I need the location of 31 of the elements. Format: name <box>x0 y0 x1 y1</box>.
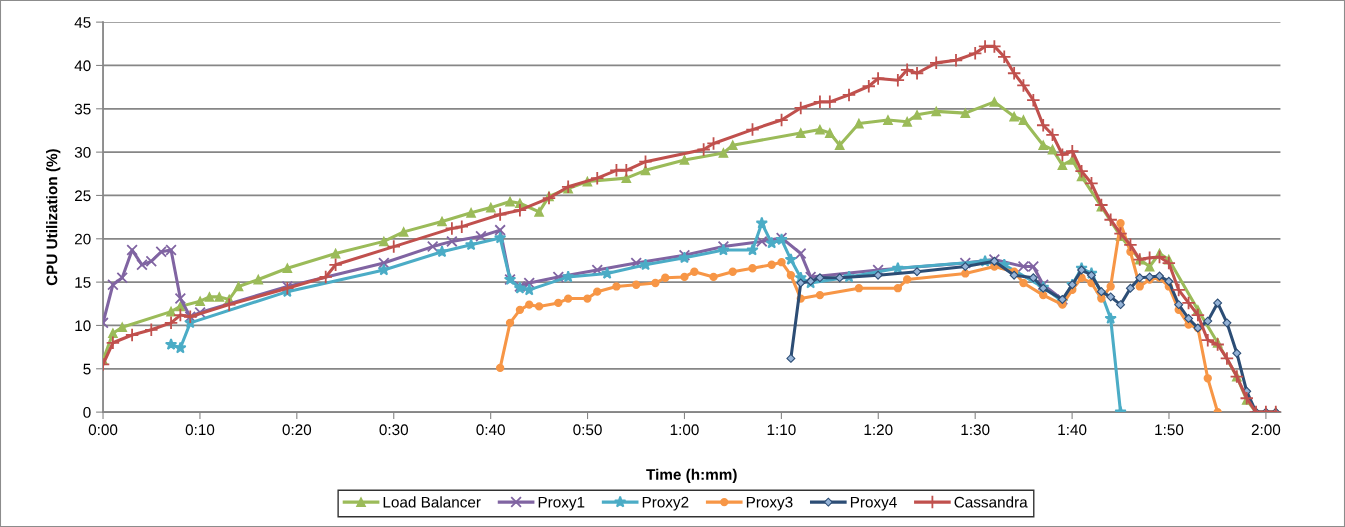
y-tick-label: 35 <box>74 103 91 115</box>
x-tick-label: 0:10 <box>185 424 215 436</box>
y-tick-label: 10 <box>75 320 91 332</box>
x-tick-label: 1:30 <box>961 424 990 436</box>
x-axis-title: Time (h:mm) <box>646 468 737 483</box>
x-tick-label: 0:00 <box>88 424 118 436</box>
x-tick-label: 1:40 <box>1058 424 1087 436</box>
x-tick-label: 1:00 <box>670 424 699 436</box>
legend-label: Cassandra <box>954 496 1028 508</box>
x-tick-label: 1:10 <box>767 424 796 436</box>
legend-label: Proxy3 <box>746 496 793 511</box>
y-tick-label: 40 <box>74 60 91 72</box>
x-tick-label: 0:50 <box>573 424 602 436</box>
y-tick-label: 45 <box>74 17 91 28</box>
y-tick-label: 15 <box>75 277 91 288</box>
x-tick-label: 0:30 <box>379 424 409 436</box>
y-tick-label: 5 <box>83 363 91 375</box>
y-tick-label: 0 <box>83 406 91 418</box>
legend-label: Proxy1 <box>538 496 585 511</box>
legend-label: Proxy2 <box>642 496 689 511</box>
x-tick-label: 0:40 <box>476 424 505 436</box>
y-tick-label: 20 <box>75 233 91 245</box>
x-tick-label: 1:50 <box>1155 424 1184 436</box>
y-axis-title: CPU Utilization (%) <box>46 149 61 286</box>
legend-label: Load Balancer <box>383 496 481 508</box>
x-tick-label: 1:20 <box>864 424 893 436</box>
y-tick-label: 25 <box>75 190 91 202</box>
legend-label: Proxy4 <box>850 496 897 511</box>
y-tick-label: 30 <box>74 146 91 158</box>
x-tick-label: 0:20 <box>282 424 312 436</box>
x-tick-label: 2:00 <box>1251 424 1281 436</box>
